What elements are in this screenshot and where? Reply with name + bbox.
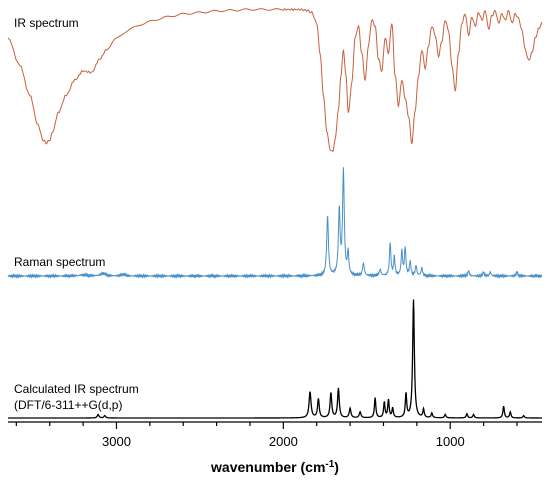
raman-spectrum-line — [7, 167, 543, 280]
ir-spectrum-line — [7, 7, 543, 152]
x-axis-title: wavenumber (cm-1) — [210, 459, 339, 476]
calculated-ir-method-label: (DFT/6-311++G(d,p) — [14, 398, 122, 412]
calculated-ir-spectrum-line — [8, 299, 542, 419]
calculated-ir-panel: Calculated IR spectrum (DFT/6-311++G(d,p… — [8, 299, 542, 419]
calculated-ir-label: Calculated IR spectrum — [14, 382, 139, 396]
x-axis-title-superscript: -1 — [325, 459, 334, 470]
ir-spectrum-panel: IR spectrum — [7, 7, 543, 152]
raman-spectrum-label: Raman spectrum — [14, 255, 105, 269]
x-tick-label: 2000 — [269, 434, 298, 449]
x-tick-label: 3000 — [102, 434, 131, 449]
x-axis-ticks: 3000 2000 1000 — [15, 422, 518, 449]
x-axis: 3000 2000 1000 wavenumber (cm-1) — [8, 421, 542, 476]
x-axis-title-suffix: ) — [334, 459, 339, 475]
raman-spectrum-panel: Raman spectrum — [7, 167, 543, 280]
x-tick-label: 1000 — [436, 434, 465, 449]
ir-spectrum-label: IR spectrum — [14, 16, 79, 30]
x-axis-title-main: wavenumber (cm — [210, 459, 325, 475]
